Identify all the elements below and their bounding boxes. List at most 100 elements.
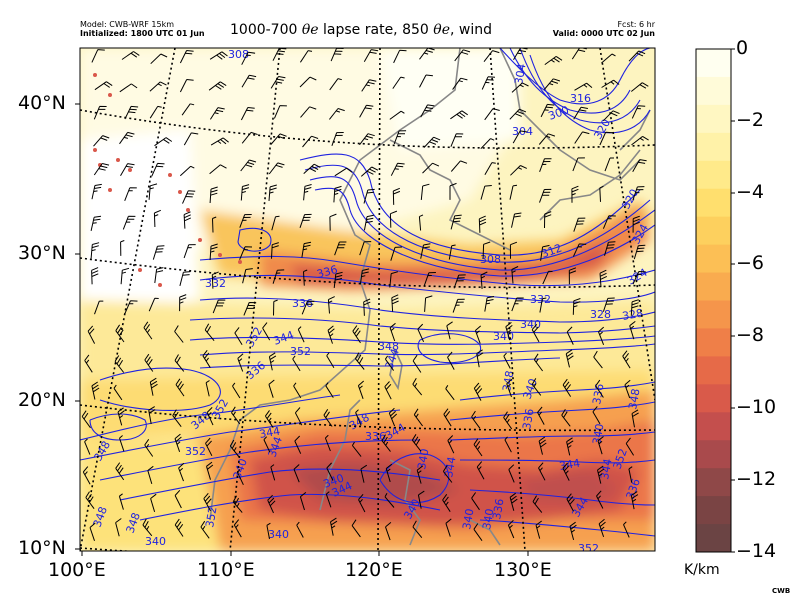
wind-barb bbox=[442, 465, 453, 483]
wind-barb bbox=[329, 213, 337, 231]
wind-barb bbox=[511, 297, 524, 312]
title-suffix: , wind bbox=[449, 22, 492, 38]
wind-barb bbox=[509, 492, 518, 511]
wind-barb bbox=[93, 135, 110, 147]
wind-barb bbox=[149, 81, 167, 92]
wind-barb bbox=[149, 377, 158, 396]
wind-barbs bbox=[81, 48, 649, 541]
wind-barb bbox=[596, 490, 604, 509]
wind-barb bbox=[150, 53, 168, 65]
contour-label: 352 bbox=[578, 542, 599, 555]
wind-barb bbox=[179, 50, 194, 64]
wind-barb bbox=[325, 491, 332, 508]
wind-barb bbox=[539, 158, 552, 172]
wind-barb bbox=[542, 270, 553, 285]
wind-barb bbox=[510, 165, 528, 176]
wind-barb bbox=[358, 493, 366, 513]
wind-barb bbox=[450, 110, 468, 120]
colorbar-segment bbox=[696, 160, 731, 190]
wind-barb bbox=[268, 379, 275, 398]
wind-barb bbox=[566, 437, 574, 456]
wind-barb bbox=[179, 79, 194, 93]
theta-e-symbol: θe bbox=[433, 22, 450, 38]
wind-barb bbox=[360, 166, 379, 177]
contour-label: 308 bbox=[228, 48, 249, 61]
wind-barb bbox=[473, 382, 483, 401]
wind-barb bbox=[539, 297, 547, 313]
wind-barb bbox=[442, 494, 451, 512]
wind-barb bbox=[505, 322, 513, 341]
wind-barb bbox=[452, 298, 465, 313]
wind-barb bbox=[115, 324, 125, 343]
wind-barb bbox=[538, 462, 546, 481]
wind-barb bbox=[511, 82, 529, 93]
wind-barb bbox=[205, 437, 213, 457]
lon-label: 130°E bbox=[494, 559, 552, 581]
wind-barb bbox=[357, 380, 365, 399]
wind-barb bbox=[420, 183, 430, 200]
colorbar-frame bbox=[695, 48, 732, 553]
wind-barb bbox=[212, 216, 217, 233]
wind-barb bbox=[390, 162, 405, 176]
wind-barb bbox=[147, 465, 154, 485]
contour-label: 340 bbox=[460, 508, 476, 531]
wind-barb bbox=[209, 107, 225, 120]
wind-barb bbox=[598, 326, 605, 345]
wind-barb bbox=[452, 77, 468, 90]
wind-barb bbox=[561, 408, 571, 427]
colorbar-segment bbox=[696, 132, 731, 162]
wind-barb bbox=[632, 186, 645, 201]
wind-barb bbox=[363, 188, 375, 204]
wind-barb bbox=[632, 271, 646, 285]
wind-barb bbox=[154, 137, 173, 147]
wind-barb bbox=[148, 183, 158, 200]
wind-barb bbox=[93, 163, 110, 176]
wind-barb bbox=[480, 271, 488, 289]
wind-barb bbox=[420, 243, 431, 259]
wind-barb bbox=[540, 103, 555, 118]
contour-label: 316 bbox=[570, 92, 591, 105]
title-mid: lapse rate, 850 bbox=[323, 22, 429, 38]
wind-barb bbox=[149, 105, 162, 119]
wind-barb bbox=[566, 326, 574, 345]
wind-barb bbox=[209, 186, 218, 204]
wind-barb bbox=[174, 433, 182, 452]
wind-barb bbox=[599, 185, 604, 202]
coastlines bbox=[209, 48, 651, 546]
wind-barb bbox=[124, 105, 139, 120]
contour-label: 348 bbox=[500, 370, 516, 393]
credit-label: CWB bbox=[772, 587, 791, 595]
lapse-rate-shading bbox=[80, 48, 655, 551]
wind-barb bbox=[359, 241, 372, 256]
wind-barb bbox=[450, 214, 462, 230]
wind-barb bbox=[91, 183, 102, 200]
wind-barb bbox=[148, 297, 159, 312]
wind-barb bbox=[543, 78, 561, 90]
wind-barb bbox=[232, 382, 241, 399]
wind-barb bbox=[229, 439, 240, 458]
colorbar-tick-label: −12 bbox=[736, 468, 777, 490]
wind-barb bbox=[411, 434, 422, 452]
wind-barb bbox=[121, 51, 140, 60]
wind-barb bbox=[303, 184, 312, 201]
wind-barb bbox=[471, 492, 480, 511]
wind-barb bbox=[115, 462, 125, 481]
colorbar-ticks bbox=[731, 48, 735, 553]
wind-barb bbox=[389, 110, 405, 120]
wind-barb bbox=[537, 406, 545, 425]
wind-barb bbox=[473, 438, 483, 457]
wind-barb bbox=[424, 295, 433, 312]
wind-barb bbox=[240, 107, 255, 121]
wind-barb bbox=[151, 162, 165, 177]
wind-barb bbox=[390, 246, 403, 261]
wind-barb bbox=[413, 408, 424, 427]
wind-barb bbox=[84, 438, 91, 455]
wind-barb bbox=[175, 378, 185, 397]
wind-barb bbox=[240, 184, 250, 201]
wind-barb bbox=[303, 163, 321, 174]
wind-barb bbox=[329, 78, 342, 91]
wind-barb bbox=[569, 521, 577, 541]
wind-barb bbox=[143, 321, 153, 340]
wind-barb bbox=[573, 217, 586, 232]
wind-barb bbox=[420, 104, 435, 118]
